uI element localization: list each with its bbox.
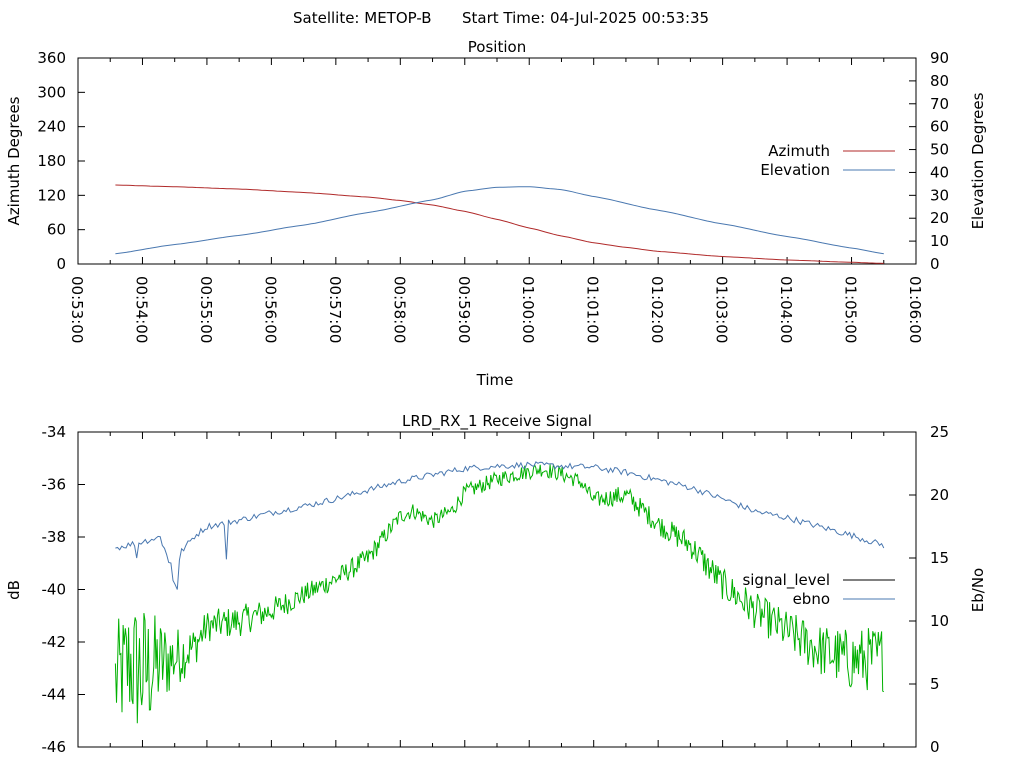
position-x-tick-label: 01:01:00 [584, 276, 602, 343]
series-line-elevation [115, 186, 884, 255]
position-chart-title: Position [468, 38, 526, 56]
position-x-tick-label: 00:57:00 [326, 276, 344, 343]
position-y-tick-label: 120 [37, 186, 66, 204]
position-y2-tick-label: 10 [930, 232, 949, 250]
signal-y2-tick-label: 10 [930, 612, 949, 630]
position-x-tick-label: 00:58:00 [390, 276, 408, 343]
signal-y-tick-label: -36 [42, 476, 67, 494]
series-line-azimuth [115, 184, 884, 264]
position-x-tick-label: 01:03:00 [713, 276, 731, 343]
series-line-signal-level [114, 463, 885, 724]
position-y-axis-label: Azimuth Degrees [5, 96, 23, 225]
position-y-tick-label: 60 [47, 221, 66, 239]
legend-label-signal-level: signal_level [742, 571, 830, 590]
series-line-ebno [115, 461, 885, 590]
position-y2-tick-label: 80 [930, 72, 949, 90]
position-x-tick-label: 01:04:00 [777, 276, 795, 343]
position-y-tick-label: 360 [37, 49, 66, 67]
header-satellite: Satellite: METOP-B [293, 9, 432, 27]
signal-y-tick-label: -40 [42, 581, 67, 599]
position-y2-tick-label: 20 [930, 209, 949, 227]
signal-y2-tick-label: 25 [930, 423, 949, 441]
position-x-tick-label: 00:53:00 [68, 276, 86, 343]
position-y2-tick-label: 60 [930, 118, 949, 136]
position-y2-tick-label: 30 [930, 186, 949, 204]
position-x-tick-label: 01:05:00 [842, 276, 860, 343]
signal-y2-tick-label: 0 [930, 738, 940, 756]
position-y-tick-label: 300 [37, 83, 66, 101]
legend-label-elevation: Elevation [760, 161, 830, 179]
signal-y-tick-label: -46 [42, 738, 67, 756]
position-y2-tick-label: 90 [930, 49, 949, 67]
position-y-tick-label: 0 [56, 255, 66, 273]
receive-signal-chart: LRD_RX_1 Receive Signal dB Eb/No -46 -44 -… [5, 412, 987, 756]
position-y2-tick-label: 70 [930, 95, 949, 113]
position-x-tick-label: 01:00:00 [519, 276, 537, 343]
signal-y-tick-label: -34 [42, 423, 67, 441]
position-x-tick-label: 00:54:00 [132, 276, 150, 343]
position-x-tick-label: 00:59:00 [455, 276, 473, 343]
position-y2-tick-label: 50 [930, 141, 949, 159]
position-y-tick-label: 180 [37, 152, 66, 170]
signal-y-axis-label: dB [5, 580, 23, 600]
signal-chart-title: LRD_RX_1 Receive Signal [402, 412, 592, 431]
position-y-tick-label: 240 [37, 118, 66, 136]
signal-y-tick-label: -42 [42, 633, 67, 651]
position-y2-tick-label: 0 [930, 255, 940, 273]
position-x-tick-label: 00:56:00 [261, 276, 279, 343]
legend-label-azimuth: Azimuth [768, 142, 830, 160]
position-x-tick-label: 01:02:00 [648, 276, 666, 343]
signal-y-tick-label: -38 [42, 528, 67, 546]
signal-y2-tick-label: 15 [930, 549, 949, 567]
position-y2-axis-label: Elevation Degrees [969, 92, 987, 229]
position-x-axis-label: Time [476, 371, 514, 389]
signal-y-tick-label: -44 [42, 686, 67, 704]
header-start-time: Start Time: 04-Jul-2025 00:53:35 [462, 9, 709, 27]
position-y2-tick-label: 40 [930, 163, 949, 181]
legend-label-ebno: ebno [793, 590, 830, 608]
signal-y2-tick-label: 20 [930, 486, 949, 504]
position-x-tick-label: 00:55:00 [197, 276, 215, 343]
position-chart: Position Azimuth Degrees Elevation Degre… [5, 38, 987, 389]
signal-y2-axis-label: Eb/No [969, 568, 987, 612]
signal-y2-tick-label: 5 [930, 675, 940, 693]
position-x-tick-label: 01:06:00 [906, 276, 924, 343]
